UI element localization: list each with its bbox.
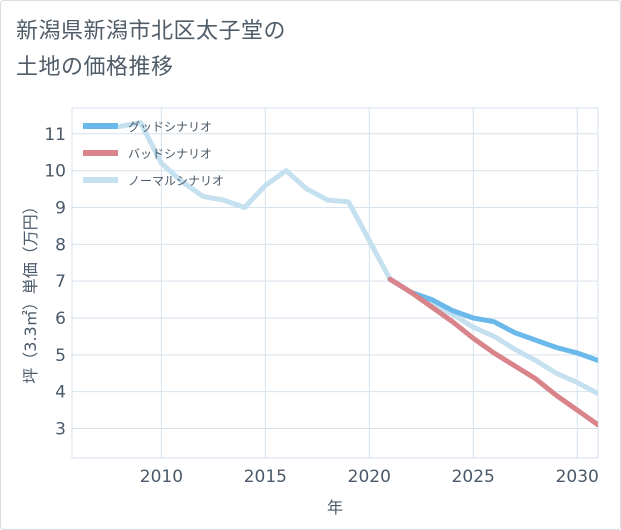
chart-title: 新潟県新潟市北区太子堂の 土地の価格推移 [16, 14, 286, 86]
legend-label-bad: バッドシナリオ [128, 147, 212, 161]
x-tick-label: 2015 [244, 467, 287, 487]
y-tick-label: 7 [55, 272, 66, 292]
chart-title-line-1: 新潟県新潟市北区太子堂の [16, 19, 287, 44]
series-line-normal [117, 120, 598, 396]
y-tick-label: 6 [55, 309, 66, 329]
y-tick-label: 11 [44, 125, 66, 145]
chart-title-line-2: 土地の価格推移 [16, 55, 174, 80]
x-tick-label: 2010 [140, 467, 183, 487]
legend-label-normal: ノーマルシナリオ [128, 174, 224, 188]
y-tick-label: 9 [55, 198, 66, 218]
series-line-good [387, 276, 598, 363]
plot-area [71, 107, 599, 459]
series-lines [117, 120, 598, 428]
y-tick-label: 3 [55, 420, 66, 440]
y-tick-label: 5 [55, 346, 66, 366]
y-tick-label: 4 [55, 383, 66, 403]
series-line-bad [387, 276, 598, 428]
x-tick-label: 2030 [556, 467, 599, 487]
x-tick-label: 2025 [452, 467, 495, 487]
y-tick-label: 8 [55, 235, 66, 255]
axis-ticks: 2010 2015 2020 2025 2030 3 4 5 6 7 8 9 10 11 [44, 125, 598, 487]
y-axis-label: 坪（3.3㎡）単価（万円） [21, 198, 40, 383]
x-tick-label: 2020 [348, 467, 391, 487]
x-axis-label: 年 [327, 498, 343, 517]
y-tick-label: 10 [44, 162, 66, 182]
legend-label-good: グッドシナリオ [128, 120, 212, 134]
grid-lines [72, 108, 598, 458]
